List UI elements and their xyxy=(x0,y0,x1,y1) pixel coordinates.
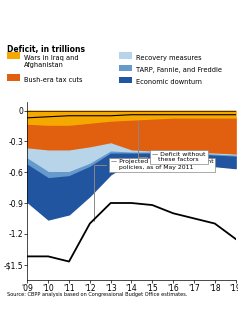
Text: TARP, Fannie, and Freddie: TARP, Fannie, and Freddie xyxy=(136,67,222,73)
Bar xyxy=(7,52,20,59)
Text: Bush-era tax cuts: Bush-era tax cuts xyxy=(24,76,82,83)
Bar xyxy=(7,74,20,81)
Bar xyxy=(119,76,132,83)
Bar xyxy=(119,52,132,59)
Text: — Deficit without
   these factors: — Deficit without these factors xyxy=(138,121,206,163)
Text: — Projected deficit under current
    policies, as of May 2011: — Projected deficit under current polici… xyxy=(94,159,213,221)
Text: Economic Downturn and Legacy of Bush Policies
Drive Record Deficits: Economic Downturn and Legacy of Bush Pol… xyxy=(0,18,238,39)
Text: Recovery measures: Recovery measures xyxy=(136,55,201,61)
Text: Center on Budget and Policy Priorities | cbpp.org: Center on Budget and Policy Priorities |… xyxy=(42,308,196,314)
Text: Figure 1:: Figure 1: xyxy=(100,8,138,17)
Bar xyxy=(119,65,132,71)
Text: Deficit, in trillions: Deficit, in trillions xyxy=(7,45,85,54)
Text: Economic downturn: Economic downturn xyxy=(136,79,202,85)
Text: Source: CBPP analysis based on Congressional Budget Office estimates.: Source: CBPP analysis based on Congressi… xyxy=(7,292,188,297)
Text: Wars in Iraq and
Afghanistan: Wars in Iraq and Afghanistan xyxy=(24,55,79,68)
